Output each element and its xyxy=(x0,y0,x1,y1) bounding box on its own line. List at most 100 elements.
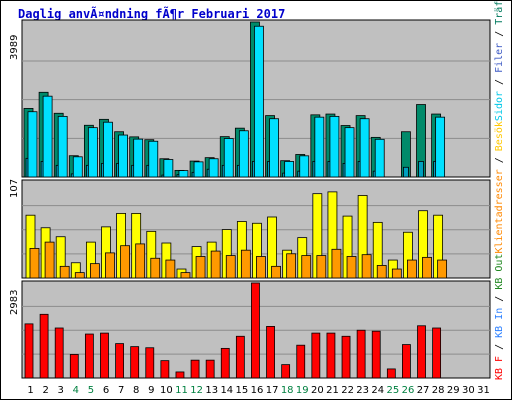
bar-sites-day-5 xyxy=(89,263,100,279)
x-tick-label: 7 xyxy=(118,385,124,396)
bar-sites-day-16 xyxy=(256,256,266,279)
x-tick-label: 18 xyxy=(281,385,294,396)
bar-kbf-day-14 xyxy=(220,347,230,379)
bar-pages-day-1 xyxy=(27,111,38,178)
bar-pages-day-13 xyxy=(208,158,219,178)
bar-kbf-day-2 xyxy=(39,313,49,379)
x-tick-label: 23 xyxy=(356,385,369,396)
x-tick-label: 25 xyxy=(387,385,400,396)
bar-pages-day-22 xyxy=(344,127,355,178)
bar-files-day-26 xyxy=(403,166,409,178)
bar-pages-day-16 xyxy=(254,25,264,178)
x-tick-label: 21 xyxy=(326,385,339,396)
bar-pages-day-23 xyxy=(359,118,370,178)
bar-pages-day-7 xyxy=(118,134,128,178)
bar-sites-day-18 xyxy=(286,253,297,279)
bar-pages-day-5 xyxy=(87,127,98,178)
bar-sites-day-9 xyxy=(150,257,161,279)
bar-pages-day-12 xyxy=(193,161,204,178)
bar-pages-day-2 xyxy=(42,95,53,178)
bar-pages-day-28 xyxy=(435,116,446,178)
bar-pages-day-10 xyxy=(163,159,174,178)
bar-kbf-day-18 xyxy=(281,364,291,379)
bar-pages-day-19 xyxy=(299,155,310,178)
x-tick-label: 20 xyxy=(311,385,324,396)
bar-sites-day-15 xyxy=(240,249,251,279)
x-tick-label: 17 xyxy=(266,385,279,396)
bar-kbf-day-9 xyxy=(145,347,155,379)
bar-kbf-day-7 xyxy=(115,343,124,379)
x-tick-label: 27 xyxy=(417,385,430,396)
bar-sites-day-28 xyxy=(437,259,448,279)
bar-kbf-day-23 xyxy=(356,329,366,379)
bar-pages-day-8 xyxy=(133,138,144,178)
bar-sites-day-21 xyxy=(331,248,342,279)
bar-pages-day-24 xyxy=(374,138,385,178)
x-tick-label: 8 xyxy=(133,385,139,396)
bar-pages-day-14 xyxy=(223,138,234,178)
bar-kbf-day-28 xyxy=(432,327,442,379)
x-tick-label: 28 xyxy=(432,385,445,396)
x-tick-label: 5 xyxy=(88,385,94,396)
x-tick-label: 2 xyxy=(42,385,48,396)
bar-kbf-day-19 xyxy=(296,344,306,379)
bar-kbf-day-4 xyxy=(69,354,79,379)
bar-sites-day-22 xyxy=(346,256,357,279)
bar-sites-day-3 xyxy=(59,265,70,279)
bar-kbf-day-25 xyxy=(386,368,396,379)
x-tick-label: 22 xyxy=(341,385,354,396)
bar-kbf-day-17 xyxy=(266,326,275,379)
x-tick-label: 9 xyxy=(148,385,154,396)
bar-sites-day-6 xyxy=(105,252,115,279)
bar-pages-day-15 xyxy=(238,130,249,178)
chart-title: Daglig anvÃ¤ndning fÃ¶r Februari 2017 xyxy=(18,7,286,21)
bar-kbf-day-8 xyxy=(130,346,140,379)
x-tick-label: 31 xyxy=(477,385,490,396)
bar-kbf-day-5 xyxy=(84,333,94,379)
x-tick-label: 11 xyxy=(175,385,188,396)
bar-sites-day-7 xyxy=(120,245,130,279)
bar-sites-day-17 xyxy=(271,265,281,279)
bar-sites-day-19 xyxy=(301,255,312,279)
bar-sites-day-10 xyxy=(165,259,176,279)
bar-kbf-day-22 xyxy=(341,335,351,379)
bar-sites-day-12 xyxy=(195,256,206,279)
bar-kbf-day-21 xyxy=(326,332,336,379)
bar-kbf-day-15 xyxy=(235,335,245,379)
bar-kbf-day-26 xyxy=(402,344,411,379)
bar-files-day-27 xyxy=(418,161,424,178)
bar-kbf-day-27 xyxy=(417,325,426,379)
bar-sites-day-13 xyxy=(210,250,221,279)
bar-pages-day-17 xyxy=(269,118,279,178)
bar-pages-day-18 xyxy=(284,161,295,178)
bar-pages-day-6 xyxy=(103,121,113,178)
x-tick-label: 15 xyxy=(236,385,249,396)
bar-sites-day-14 xyxy=(225,255,236,279)
bar-kbf-day-12 xyxy=(190,359,200,379)
bar-kbf-day-11 xyxy=(175,371,185,379)
bar-sites-day-8 xyxy=(135,243,146,279)
bar-sites-day-23 xyxy=(361,254,372,279)
x-tick-label: 26 xyxy=(402,385,415,396)
bar-sites-day-2 xyxy=(44,241,55,279)
bar-kbf-day-10 xyxy=(160,360,170,379)
bar-kbf-day-16 xyxy=(251,282,260,379)
x-tick-label: 14 xyxy=(220,385,233,396)
bar-sites-day-24 xyxy=(376,265,387,279)
x-tick-label: 13 xyxy=(205,385,218,396)
bar-sites-day-1 xyxy=(29,247,40,279)
x-tick-label: 19 xyxy=(296,385,309,396)
bar-kbf-day-13 xyxy=(205,359,215,379)
x-tick-label: 29 xyxy=(447,385,460,396)
x-tick-label: 12 xyxy=(190,385,203,396)
bar-sites-day-25 xyxy=(391,268,402,279)
bar-kbf-day-3 xyxy=(54,327,64,379)
x-tick-label: 6 xyxy=(103,385,109,396)
bar-kbf-day-6 xyxy=(100,332,109,379)
bar-pages-day-11 xyxy=(178,170,189,178)
x-tick-label: 4 xyxy=(73,385,79,396)
x-tick-label: 16 xyxy=(251,385,264,396)
x-tick-label: 30 xyxy=(462,385,475,396)
bar-pages-day-4 xyxy=(72,156,83,178)
